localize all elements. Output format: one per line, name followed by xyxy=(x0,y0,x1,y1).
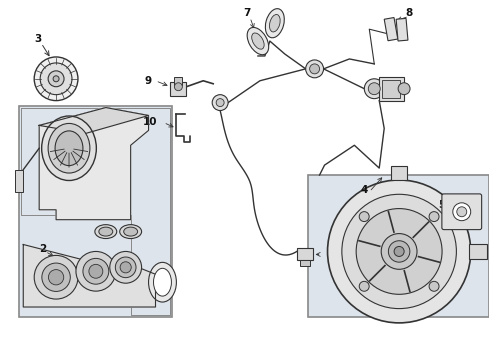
Polygon shape xyxy=(39,108,148,133)
Bar xyxy=(391,166,407,180)
Text: 9: 9 xyxy=(145,76,152,86)
Circle shape xyxy=(368,83,380,95)
Text: 7: 7 xyxy=(244,8,251,18)
Ellipse shape xyxy=(42,116,97,180)
Circle shape xyxy=(115,257,136,278)
Text: 3: 3 xyxy=(35,34,42,44)
Circle shape xyxy=(34,255,78,299)
Text: 2: 2 xyxy=(40,244,47,255)
Circle shape xyxy=(429,212,439,221)
Text: 6: 6 xyxy=(326,249,333,260)
Bar xyxy=(308,175,489,317)
Circle shape xyxy=(453,203,471,221)
Ellipse shape xyxy=(95,225,117,239)
Circle shape xyxy=(398,83,410,95)
Text: 10: 10 xyxy=(143,117,158,127)
Ellipse shape xyxy=(252,33,264,49)
Bar xyxy=(297,248,313,260)
Circle shape xyxy=(327,180,471,323)
Bar xyxy=(171,82,186,96)
Ellipse shape xyxy=(48,123,90,173)
Polygon shape xyxy=(39,108,148,220)
Circle shape xyxy=(76,251,116,291)
Circle shape xyxy=(40,63,72,95)
Circle shape xyxy=(48,71,64,87)
Text: 4: 4 xyxy=(361,185,368,195)
Circle shape xyxy=(53,76,59,82)
Circle shape xyxy=(356,208,442,294)
Bar xyxy=(19,105,172,317)
Text: 5: 5 xyxy=(438,200,445,210)
Circle shape xyxy=(34,57,78,100)
Ellipse shape xyxy=(247,27,269,55)
Circle shape xyxy=(42,263,70,292)
Circle shape xyxy=(83,258,109,284)
Ellipse shape xyxy=(123,227,138,236)
Circle shape xyxy=(381,234,417,269)
Ellipse shape xyxy=(266,9,284,38)
Bar xyxy=(384,18,398,41)
Ellipse shape xyxy=(148,262,176,302)
Circle shape xyxy=(216,99,224,107)
Circle shape xyxy=(457,207,467,217)
Ellipse shape xyxy=(120,225,142,239)
Bar xyxy=(300,260,310,266)
Circle shape xyxy=(306,60,323,78)
Ellipse shape xyxy=(153,268,172,296)
Ellipse shape xyxy=(99,227,113,236)
Bar xyxy=(382,80,400,98)
Circle shape xyxy=(310,64,319,74)
Circle shape xyxy=(359,282,369,291)
Text: 1: 1 xyxy=(109,113,117,123)
Bar xyxy=(379,77,404,100)
Circle shape xyxy=(359,212,369,221)
Polygon shape xyxy=(23,244,155,307)
Bar xyxy=(15,170,23,192)
Ellipse shape xyxy=(55,131,83,166)
Bar xyxy=(174,77,182,85)
Text: 8: 8 xyxy=(405,8,413,18)
Bar xyxy=(469,243,487,260)
Circle shape xyxy=(389,241,410,262)
Circle shape xyxy=(110,251,142,283)
FancyBboxPatch shape xyxy=(442,194,482,230)
Circle shape xyxy=(342,194,456,309)
Circle shape xyxy=(365,79,384,99)
Bar xyxy=(396,18,408,41)
Circle shape xyxy=(174,83,182,91)
Circle shape xyxy=(89,264,103,278)
Circle shape xyxy=(429,282,439,291)
Circle shape xyxy=(394,247,404,256)
Circle shape xyxy=(212,95,228,111)
Ellipse shape xyxy=(270,14,280,32)
Circle shape xyxy=(49,270,64,285)
Circle shape xyxy=(120,262,131,273)
